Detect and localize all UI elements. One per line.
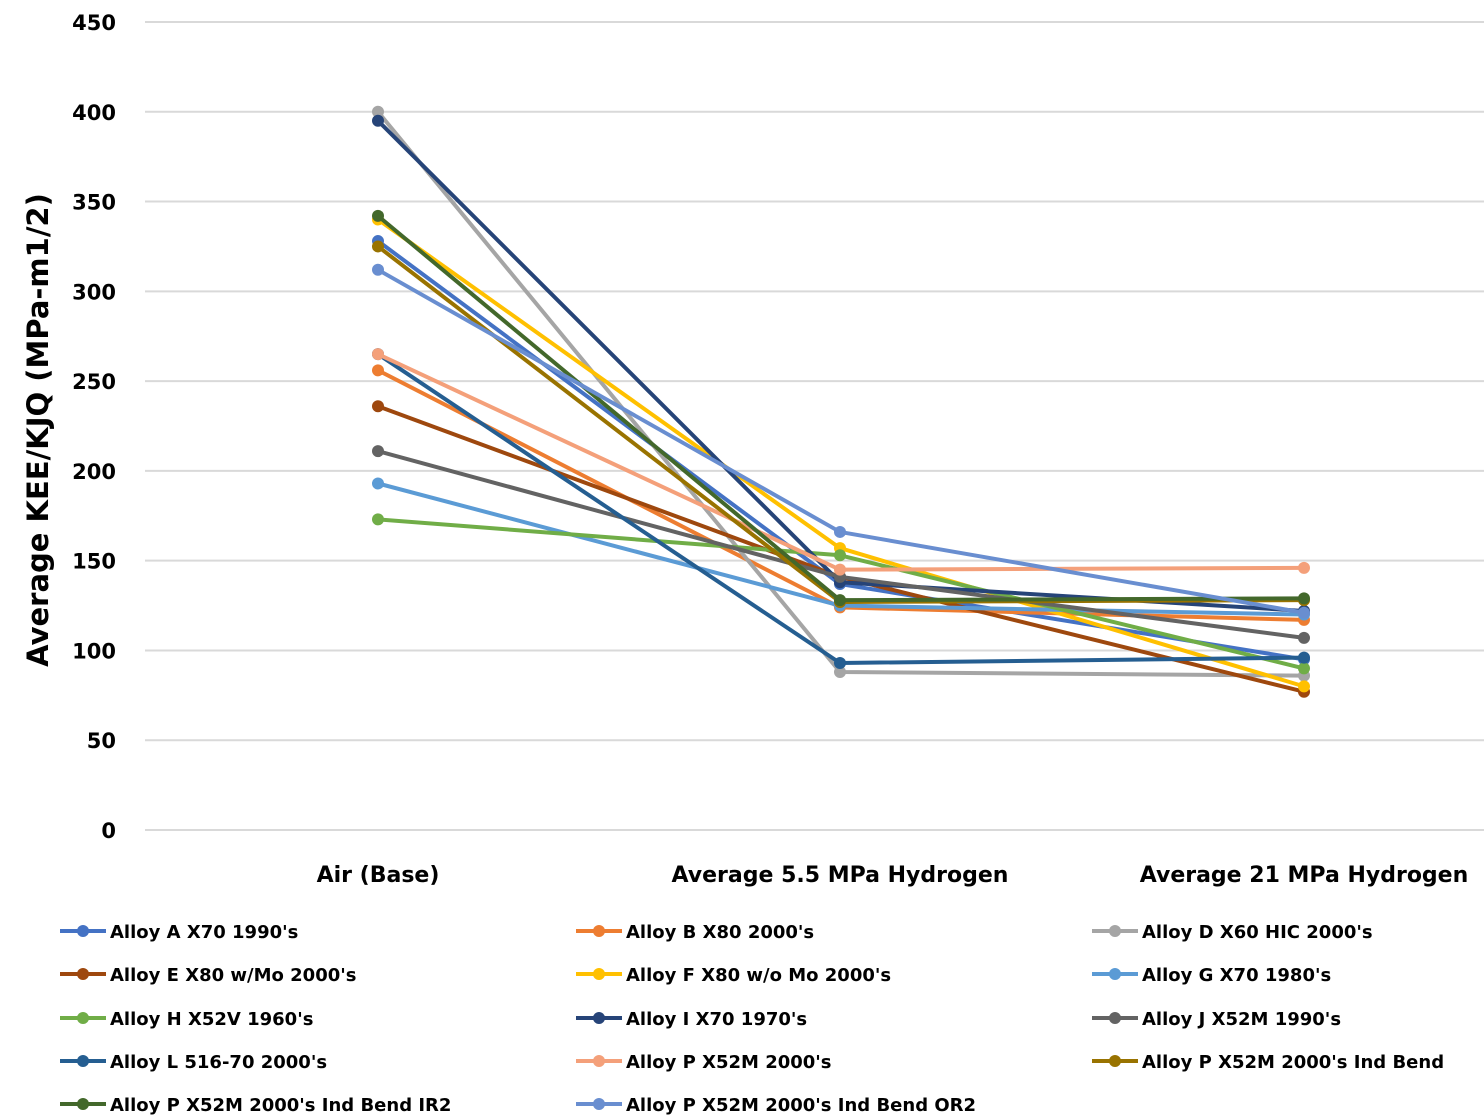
data-point xyxy=(1298,652,1310,664)
legend-item: Alloy P X52M 2000's xyxy=(576,1052,832,1073)
data-point xyxy=(372,115,384,127)
legend-label: Alloy F X80 w/o Mo 2000's xyxy=(626,965,891,986)
legend-label: Alloy P X52M 2000's Ind Bend OR2 xyxy=(626,1095,976,1115)
series-lines xyxy=(372,106,1310,698)
data-point xyxy=(372,445,384,457)
y-tick-label: 50 xyxy=(87,729,116,753)
series-8 xyxy=(372,115,1310,617)
legend-label: Alloy P X52M 2000's xyxy=(626,1052,832,1073)
legend-item: Alloy I X70 1970's xyxy=(576,1009,807,1030)
data-point xyxy=(834,594,846,606)
y-tick-labels: 0 50 100 150 200 250 300 350 400 450 xyxy=(72,11,116,843)
data-point xyxy=(372,400,384,412)
legend-item: Alloy E X80 w/Mo 2000's xyxy=(60,965,356,986)
data-point xyxy=(372,513,384,525)
legend-item: Alloy P X52M 2000's Ind Bend OR2 xyxy=(576,1095,976,1115)
y-tick-label: 0 xyxy=(101,819,116,843)
legend-marker xyxy=(593,968,605,980)
data-point xyxy=(834,657,846,669)
legend-item: Alloy F X80 w/o Mo 2000's xyxy=(576,965,891,986)
legend-marker xyxy=(593,1055,605,1067)
legend-item: Alloy G X70 1980's xyxy=(1092,965,1331,986)
y-tick-label: 200 xyxy=(72,460,116,484)
data-point xyxy=(372,348,384,360)
legend-marker xyxy=(77,968,89,980)
data-point xyxy=(1298,562,1310,574)
y-tick-label: 450 xyxy=(72,11,116,35)
legend-marker xyxy=(77,1098,89,1110)
legend-item: Alloy P X52M 2000's Ind Bend xyxy=(1092,1052,1444,1073)
y-tick-label: 100 xyxy=(72,639,116,663)
legend-label: Alloy G X70 1980's xyxy=(1142,965,1331,986)
legend-marker xyxy=(77,1012,89,1024)
legend-item: Alloy B X80 2000's xyxy=(576,922,814,943)
data-point xyxy=(372,264,384,276)
legend-label: Alloy H X52V 1960's xyxy=(110,1009,313,1030)
data-point xyxy=(834,564,846,576)
legend-label: Alloy E X80 w/Mo 2000's xyxy=(110,965,356,986)
x-tick-label: Average 21 MPa Hydrogen xyxy=(1140,863,1469,888)
series-line xyxy=(378,112,1304,676)
data-point xyxy=(372,210,384,222)
legend-marker xyxy=(593,1098,605,1110)
y-tick-label: 150 xyxy=(72,550,116,574)
x-tick-label: Average 5.5 MPa Hydrogen xyxy=(672,863,1009,888)
legend-item: Alloy P X52M 2000's Ind Bend IR2 xyxy=(60,1095,451,1115)
legend-label: Alloy L 516-70 2000's xyxy=(110,1052,327,1073)
series-11 xyxy=(372,348,1310,575)
data-point xyxy=(372,364,384,376)
legend-item: Alloy D X60 HIC 2000's xyxy=(1092,922,1373,943)
y-tick-label: 400 xyxy=(72,101,116,125)
legend-marker xyxy=(1109,1055,1121,1067)
data-point xyxy=(372,477,384,489)
legend-marker xyxy=(593,925,605,937)
legend-label: Alloy J X52M 1990's xyxy=(1142,1009,1341,1030)
legend-label: Alloy P X52M 2000's Ind Bend IR2 xyxy=(110,1095,451,1115)
y-tick-label: 350 xyxy=(72,191,116,215)
legend-label: Alloy D X60 HIC 2000's xyxy=(1142,922,1373,943)
legend-item: Alloy L 516-70 2000's xyxy=(60,1052,327,1073)
y-tick-label: 300 xyxy=(72,280,116,304)
legend-label: Alloy B X80 2000's xyxy=(626,922,814,943)
data-point xyxy=(1298,607,1310,619)
legend-marker xyxy=(593,1012,605,1024)
legend-label: Alloy P X52M 2000's Ind Bend xyxy=(1142,1052,1444,1073)
data-point xyxy=(1298,662,1310,674)
legend-label: Alloy I X70 1970's xyxy=(626,1009,807,1030)
legend-item: Alloy A X70 1990's xyxy=(60,922,298,943)
legend-item: Alloy J X52M 1990's xyxy=(1092,1009,1341,1030)
data-point xyxy=(1298,632,1310,644)
y-tick-label: 250 xyxy=(72,370,116,394)
legend-label: Alloy A X70 1990's xyxy=(110,922,298,943)
data-point xyxy=(372,240,384,252)
legend-item: Alloy H X52V 1960's xyxy=(60,1009,313,1030)
x-tick-labels: Air (Base) Average 5.5 MPa Hydrogen Averag… xyxy=(317,863,1469,888)
data-point xyxy=(834,549,846,561)
data-point xyxy=(1298,680,1310,692)
legend: Alloy A X70 1990's Alloy B X80 2000's Allo… xyxy=(60,922,1444,1115)
gridlines xyxy=(145,22,1484,830)
data-point xyxy=(1298,592,1310,604)
legend-marker xyxy=(77,1055,89,1067)
legend-marker xyxy=(77,925,89,937)
legend-marker xyxy=(1109,925,1121,937)
y-axis-label: Average KEE/KJQ (MPa-m1/2) xyxy=(21,193,55,667)
data-point xyxy=(834,526,846,538)
legend-marker xyxy=(1109,968,1121,980)
legend-marker xyxy=(1109,1012,1121,1024)
x-tick-label: Air (Base) xyxy=(317,863,440,888)
